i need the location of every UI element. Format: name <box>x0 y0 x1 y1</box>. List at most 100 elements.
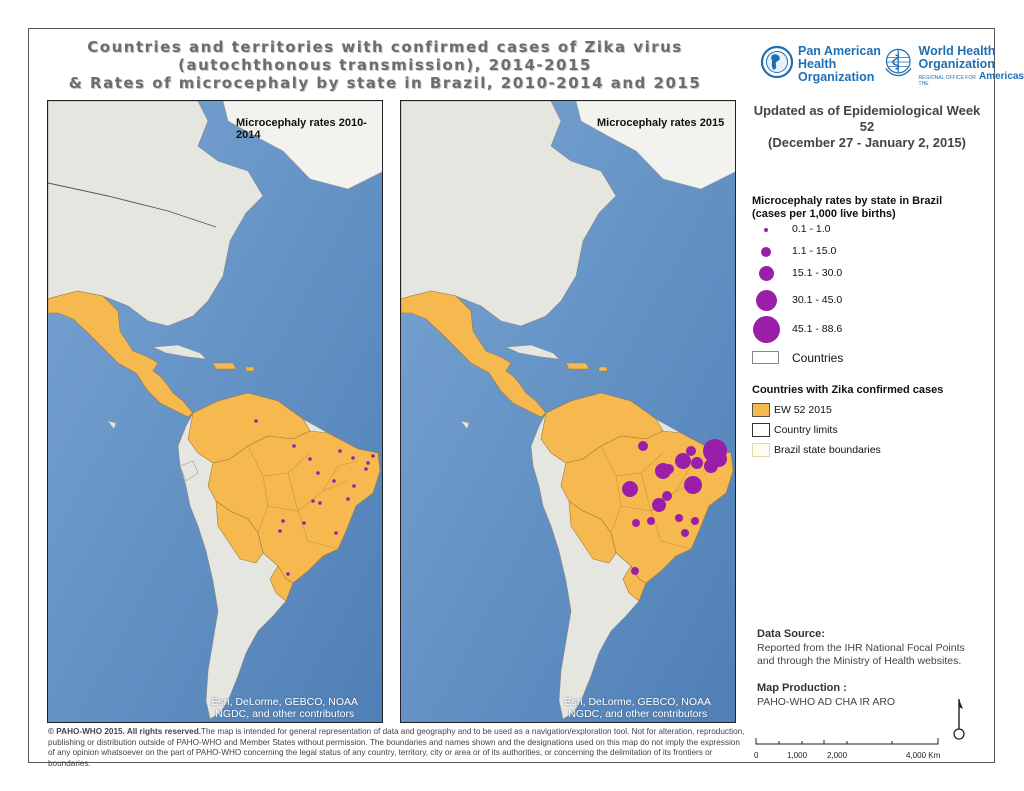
rate-class-bubble <box>755 290 777 311</box>
scale-label-4000: 4,000 Km <box>906 751 941 760</box>
microcephaly-bubble <box>652 498 666 512</box>
data-source-line1: Reported from the IHR National Focal Poi… <box>757 642 965 654</box>
map-production-text: PAHO-WHO AD CHA IR ARO <box>757 696 896 708</box>
bubbles-2010-2014 <box>254 419 375 576</box>
north-arrow-icon <box>953 699 965 740</box>
right-attrib-line1: Esri, DeLorme, GEBCO, NOAA <box>564 696 711 708</box>
microcephaly-bubble <box>638 441 648 451</box>
country-limits-swatch <box>752 423 770 437</box>
microcephaly-bubble <box>684 476 702 494</box>
microcephaly-bubble <box>352 484 356 488</box>
microcephaly-bubble <box>286 572 290 576</box>
map-2010-2014 <box>48 101 382 722</box>
countries-label: Countries <box>792 350 844 365</box>
map-2015 <box>401 101 735 722</box>
rate-class-bubble <box>764 228 768 232</box>
microcephaly-bubble <box>622 481 638 497</box>
right-attrib-line2: NGDC, and other contributors <box>568 708 708 720</box>
who-name-line2: Organization <box>918 57 995 71</box>
microcephaly-bubble <box>675 514 683 522</box>
microcephaly-bubble <box>366 461 370 465</box>
paho-logo: Pan American Health Organization <box>760 45 881 84</box>
data-source-label: Data Source: <box>757 628 825 640</box>
state-boundaries-label: Brazil state boundaries <box>774 444 881 456</box>
rate-class-bubble <box>758 266 774 281</box>
right-map-attribution: Esri, DeLorme, GEBCO, NOAA NGDC, and oth… <box>565 696 711 720</box>
title-line-3: & Rates of microcephaly by state in Braz… <box>68 74 702 92</box>
rate-class-bubble <box>761 247 771 257</box>
rate-class-label: 15.1 - 30.0 <box>792 266 843 279</box>
scale-bar-graphic <box>755 738 939 745</box>
who-logo: World Health Organization REGIONAL OFFIC… <box>882 45 1024 87</box>
legend-state-boundaries: Brazil state boundaries <box>752 443 881 457</box>
microcephaly-bubble <box>346 497 350 501</box>
microcephaly-bubble <box>318 501 322 505</box>
countries-swatch <box>752 351 779 364</box>
who-emblem-icon <box>885 48 912 77</box>
update-note: Updated as of Epidemiological Week 52 (D… <box>752 103 982 151</box>
who-name-line1: World Health <box>918 44 996 58</box>
copyright-bold: © PAHO-WHO 2015. All rights reserved. <box>48 727 201 736</box>
rate-class-bubble <box>752 316 780 343</box>
data-source-line2: and through the Ministry of Health websi… <box>757 655 962 667</box>
ew52-label: EW 52 2015 <box>774 404 832 416</box>
microcephaly-bubble <box>351 456 355 460</box>
microcephaly-bubble <box>675 453 691 469</box>
ew52-swatch <box>752 403 770 417</box>
who-region: Americas <box>978 71 1024 82</box>
puerto-rico <box>245 366 255 372</box>
bubbles-2015 <box>622 439 727 575</box>
who-subline: REGIONAL OFFICE FOR THE <box>918 75 976 87</box>
paho-name-line3: Organization <box>798 70 875 84</box>
country-limits-label: Country limits <box>774 424 838 436</box>
rates-legend-heading: Microcephaly rates by state in Brazil (c… <box>752 195 942 221</box>
legend-countries: Countries <box>752 351 843 365</box>
paho-name-line2: Health <box>798 57 837 71</box>
microcephaly-bubble <box>254 419 258 423</box>
map-panel-2015: Microcephaly rates 2015 Esri, DeLorme, G… <box>400 100 736 723</box>
map-production-label: Map Production : <box>757 682 847 694</box>
microcephaly-bubble <box>281 519 285 523</box>
legend-ew52: EW 52 2015 <box>752 403 832 417</box>
paho-globe-icon <box>760 45 794 79</box>
microcephaly-bubble <box>332 479 336 483</box>
paho-name-line1: Pan American <box>798 44 881 58</box>
microcephaly-bubble <box>311 499 315 503</box>
map-panel-2010-2014: Microcephaly rates 2010-2014 Esri, DeLor… <box>47 100 383 723</box>
cuba <box>152 344 207 360</box>
left-attrib-line2: NGDC, and other contributors <box>215 708 355 720</box>
rate-class-label: 1.1 - 15.0 <box>792 245 837 257</box>
disclaimer-text: The map is intended for general represen… <box>48 727 745 768</box>
rates-heading-line1: Microcephaly rates by state in Brazil <box>752 195 943 207</box>
microcephaly-bubble <box>691 457 703 469</box>
legend-country-limits: Country limits <box>752 423 838 437</box>
microcephaly-bubble <box>334 531 338 535</box>
left-attrib-line1: Esri, DeLorme, GEBCO, NOAA <box>211 696 358 708</box>
microcephaly-bubble <box>292 444 296 448</box>
microcephaly-bubble <box>662 491 672 501</box>
canada-us-border <box>48 182 217 228</box>
southern-brazil <box>269 565 294 602</box>
greenland <box>222 101 382 190</box>
rate-class-label: 45.1 - 88.6 <box>792 322 843 335</box>
state-boundaries-swatch <box>752 443 770 457</box>
update-line-2: (December 27 - January 2, 2015) <box>768 135 966 150</box>
update-line-1: Updated as of Epidemiological Week 52 <box>753 103 981 134</box>
hispaniola <box>212 362 237 370</box>
scale-label-1000: 1,000 <box>787 751 808 760</box>
microcephaly-bubble <box>371 454 375 458</box>
microcephaly-bubble <box>364 467 368 471</box>
microcephaly-bubble <box>338 449 342 453</box>
left-map-title: Microcephaly rates 2010-2014 <box>236 117 367 141</box>
microcephaly-bubble <box>308 457 312 461</box>
data-source-text: Reported from the IHR National Focal Poi… <box>757 642 965 668</box>
microcephaly-bubble <box>681 529 689 537</box>
microcephaly-bubble <box>631 567 639 575</box>
scale-bar: 0 1,000 2,000 4,000 Km <box>752 733 942 763</box>
ecuador-west <box>179 460 199 482</box>
microcephaly-bubble <box>302 521 306 525</box>
right-map-title: Microcephaly rates 2015 <box>597 117 725 129</box>
scale-label-2000: 2,000 <box>827 751 848 760</box>
microcephaly-bubble <box>316 471 320 475</box>
microcephaly-bubble <box>686 446 696 456</box>
